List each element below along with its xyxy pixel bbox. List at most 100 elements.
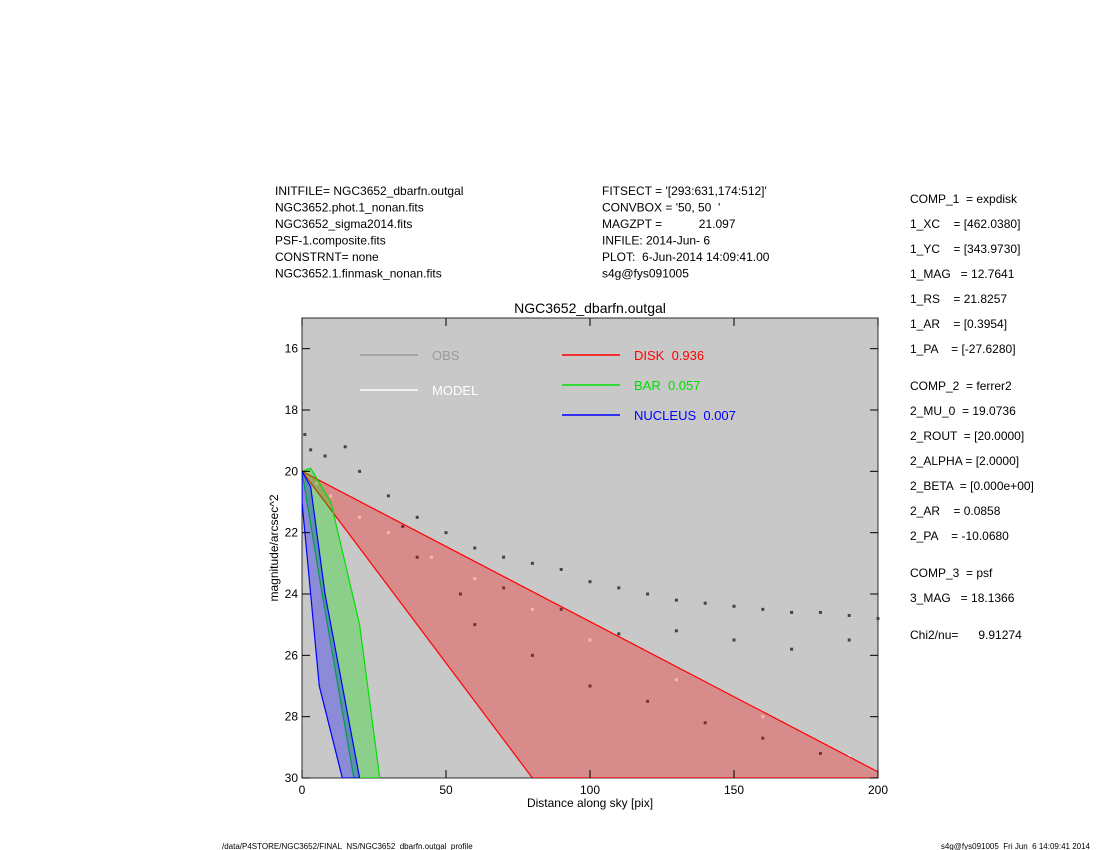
parameter-text: 1_YC = [343.9730] xyxy=(910,242,1020,256)
header-text: NGC3652.phot.1_nonan.fits xyxy=(275,201,424,215)
data-point xyxy=(646,699,650,703)
data-point xyxy=(732,638,736,642)
data-point xyxy=(473,577,477,581)
data-point xyxy=(617,586,621,590)
parameter-text: 3_MAG = 18.1366 xyxy=(910,591,1015,605)
data-point xyxy=(303,433,307,437)
data-point xyxy=(761,607,765,611)
x-tick-label: 0 xyxy=(299,783,306,797)
y-tick-label: 20 xyxy=(285,464,299,478)
parameter-text: 1_AR = [0.3954] xyxy=(910,317,1007,331)
legend-label: BAR 0.057 xyxy=(634,378,701,393)
legend-label: MODEL xyxy=(432,383,478,398)
parameter-text: COMP_1 = expdisk xyxy=(910,192,1018,206)
header-text: CONVBOX = '50, 50 ' xyxy=(602,201,720,215)
data-point xyxy=(502,555,506,559)
parameter-text: 1_XC = [462.0380] xyxy=(910,217,1020,231)
data-point xyxy=(646,592,650,596)
data-point xyxy=(473,623,477,627)
data-point xyxy=(358,515,362,519)
y-axis-label: magnitude/arcsec^2 xyxy=(267,494,281,601)
data-point xyxy=(343,445,347,449)
header-text: NGC3652_sigma2014.fits xyxy=(275,217,412,231)
legend-label: OBS xyxy=(432,348,460,363)
data-point xyxy=(790,610,794,614)
data-point xyxy=(386,531,390,535)
data-point xyxy=(790,647,794,651)
parameter-text: 1_PA = [-27.6280] xyxy=(910,342,1016,356)
data-point xyxy=(761,736,765,740)
plot-area xyxy=(301,317,879,779)
model-region xyxy=(302,470,361,778)
y-tick-label: 18 xyxy=(285,403,299,417)
data-point xyxy=(329,494,333,498)
x-tick-label: 150 xyxy=(724,783,744,797)
legend-label: NUCLEUS 0.007 xyxy=(634,408,736,423)
model-region xyxy=(302,467,381,778)
parameter-text: Chi2/nu= 9.91274 xyxy=(910,628,1022,642)
data-point xyxy=(358,469,362,473)
data-point xyxy=(473,546,477,550)
y-tick-label: 26 xyxy=(285,648,299,662)
data-point xyxy=(674,629,678,633)
data-point xyxy=(588,580,592,584)
y-tick-label: 16 xyxy=(285,342,299,356)
data-point xyxy=(818,610,822,614)
data-point xyxy=(559,567,563,571)
header-text: s4g@fys091005 xyxy=(602,267,689,281)
y-tick-label: 22 xyxy=(285,526,299,540)
parameter-text: 2_ALPHA = [2.0000] xyxy=(910,454,1019,468)
chart-title: NGC3652_dbarfn.outgal xyxy=(514,300,666,316)
x-tick-label: 100 xyxy=(580,783,600,797)
header-text: PLOT: 6-Jun-2014 14:09:41.00 xyxy=(602,250,770,264)
data-point xyxy=(876,617,880,621)
data-point xyxy=(309,448,313,452)
data-point xyxy=(703,721,707,725)
data-point xyxy=(401,525,405,529)
data-point xyxy=(761,715,765,719)
model-region xyxy=(302,470,878,778)
parameter-text: 2_MU_0 = 19.0736 xyxy=(910,404,1016,418)
data-point xyxy=(732,604,736,608)
data-point xyxy=(530,653,534,657)
header-text: NGC3652.1.finmask_nonan.fits xyxy=(275,267,442,281)
data-point xyxy=(559,607,563,611)
data-point xyxy=(674,598,678,602)
parameter-text: COMP_3 = psf xyxy=(910,566,993,580)
data-point xyxy=(617,632,621,636)
footer-left: /data/P4STORE/NGC3652/FINAL_NS/NGC3652_d… xyxy=(222,842,473,850)
data-point xyxy=(323,454,327,458)
data-point xyxy=(847,638,851,642)
footer-right: s4g@fys091005 Fri Jun 6 14:09:41 2014 xyxy=(941,842,1091,850)
data-point xyxy=(588,638,592,642)
x-axis-label: Distance along sky [pix] xyxy=(527,796,653,810)
data-point xyxy=(430,555,434,559)
y-tick-label: 30 xyxy=(285,771,299,785)
data-point xyxy=(674,678,678,682)
header-text: CONSTRNT= none xyxy=(275,250,379,264)
parameter-text: 1_RS = 21.8257 xyxy=(910,292,1007,306)
data-point xyxy=(530,561,534,565)
legend-label: DISK 0.936 xyxy=(634,348,704,363)
data-point xyxy=(314,482,318,486)
header-text: FITSECT = '[293:631,174:512]' xyxy=(602,184,767,198)
data-point xyxy=(502,586,506,590)
y-tick-label: 28 xyxy=(285,710,299,724)
data-point xyxy=(444,531,448,535)
data-point xyxy=(703,601,707,605)
x-tick-label: 200 xyxy=(868,783,888,797)
data-point xyxy=(530,607,534,611)
header-text: INITFILE= NGC3652_dbarfn.outgal xyxy=(275,184,463,198)
data-point xyxy=(588,684,592,688)
header-text: PSF-1.composite.fits xyxy=(275,234,386,248)
parameter-text: 1_MAG = 12.7641 xyxy=(910,267,1015,281)
y-tick-label: 24 xyxy=(285,587,299,601)
data-point xyxy=(458,592,462,596)
x-tick-label: 50 xyxy=(439,783,453,797)
data-point xyxy=(386,494,390,498)
data-point xyxy=(415,555,419,559)
data-point xyxy=(847,613,851,617)
parameter-text: COMP_2 = ferrer2 xyxy=(910,379,1012,393)
parameter-text: 2_AR = 0.0858 xyxy=(910,504,1001,518)
